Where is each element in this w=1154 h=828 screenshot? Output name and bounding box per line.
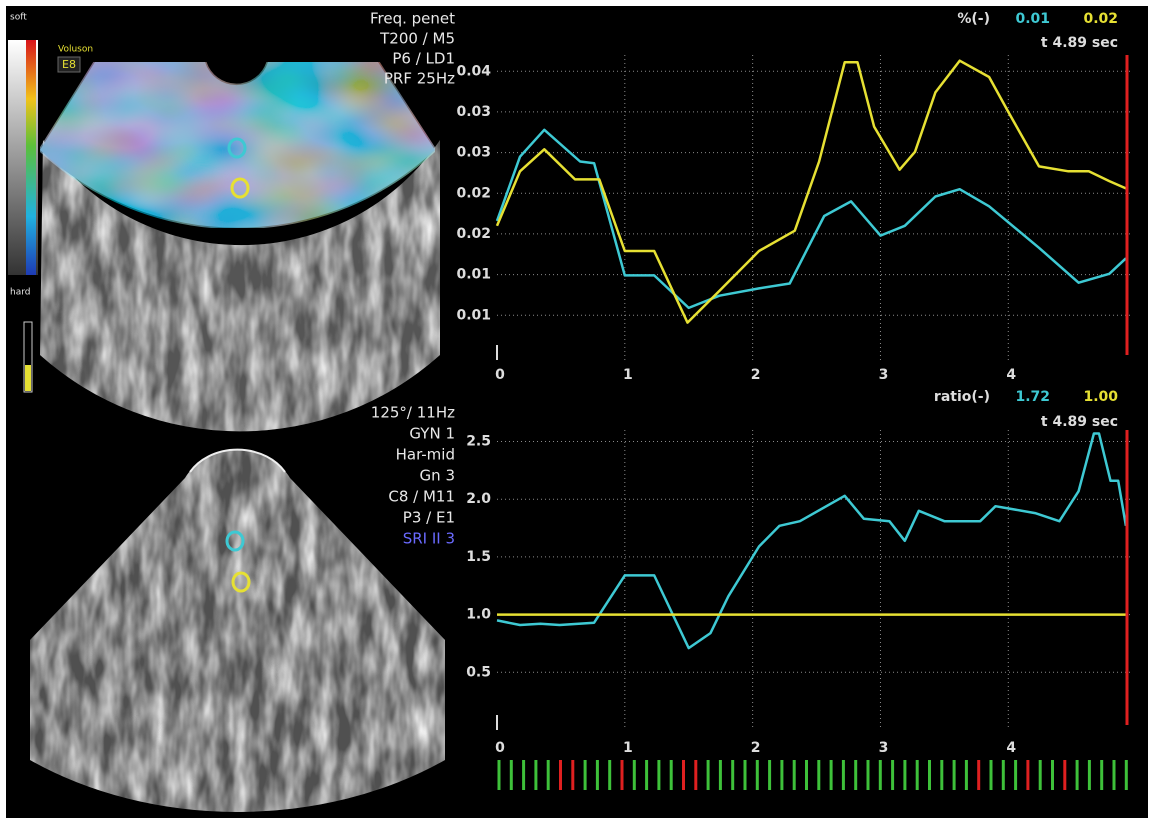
y-tick-label: 0.5 <box>466 664 491 680</box>
x-tick-label: 1 <box>623 367 633 383</box>
setting-text: P6 / LD1 <box>392 50 455 68</box>
y-tick-label: 0.02 <box>456 226 491 242</box>
setting-text: C8 / M11 <box>388 488 455 506</box>
readout-value: 1.00 <box>1083 389 1118 405</box>
x-tick-label: 3 <box>879 367 889 383</box>
y-tick-label: 0.03 <box>456 104 491 120</box>
setting-text: 125°/ 11Hz <box>371 404 455 422</box>
y-tick-label: 2.5 <box>466 434 491 450</box>
readout-value: 0.01 <box>1015 11 1050 27</box>
y-tick-label: 0.04 <box>456 63 491 79</box>
x-tick-label: 4 <box>1006 367 1016 383</box>
scale-bottom-label: hard <box>10 288 30 298</box>
y-tick-label: 0.01 <box>456 267 491 283</box>
frame-indicator-fill <box>25 365 31 391</box>
x-tick-label: 2 <box>751 740 761 756</box>
y-tick-label: 1.0 <box>466 607 491 623</box>
setting-text: P3 / E1 <box>403 509 455 527</box>
y-tick-label: 2.0 <box>466 491 491 507</box>
y-tick-label: 1.5 <box>466 549 491 565</box>
x-tick-label: 2 <box>751 367 761 383</box>
brand-label: Voluson <box>58 45 93 55</box>
x-tick-label: 1 <box>623 740 633 756</box>
setting-text: SRI II 3 <box>403 530 455 548</box>
setting-text: PRF 25Hz <box>384 70 455 88</box>
y-tick-label: 0.02 <box>456 185 491 201</box>
model-label: E8 <box>62 58 76 71</box>
readout-time: t 4.89 sec <box>1041 414 1118 430</box>
readout-time: t 4.89 sec <box>1041 35 1118 51</box>
x-tick-label: 0 <box>495 740 505 756</box>
setting-text: T200 / M5 <box>379 30 455 48</box>
readout-label: %(-) <box>957 11 990 27</box>
setting-text: Gn 3 <box>420 467 455 485</box>
screen: soft hard Voluson E8 Freq. penet T200 / M… <box>0 0 1154 824</box>
readout-value: 0.02 <box>1083 11 1118 27</box>
setting-text: Har-mid <box>396 446 455 464</box>
x-tick-label: 0 <box>495 367 505 383</box>
x-tick-label: 4 <box>1006 740 1016 756</box>
y-tick-label: 0.03 <box>456 145 491 161</box>
setting-text: Freq. penet <box>370 10 455 28</box>
readout-label: ratio(-) <box>934 389 990 405</box>
setting-text: GYN 1 <box>409 425 455 443</box>
y-tick-label: 0.01 <box>456 307 491 323</box>
scale-top-label: soft <box>10 13 27 23</box>
readout-value: 1.72 <box>1015 389 1050 405</box>
color-scale-bar <box>26 40 36 275</box>
x-tick-label: 3 <box>879 740 889 756</box>
